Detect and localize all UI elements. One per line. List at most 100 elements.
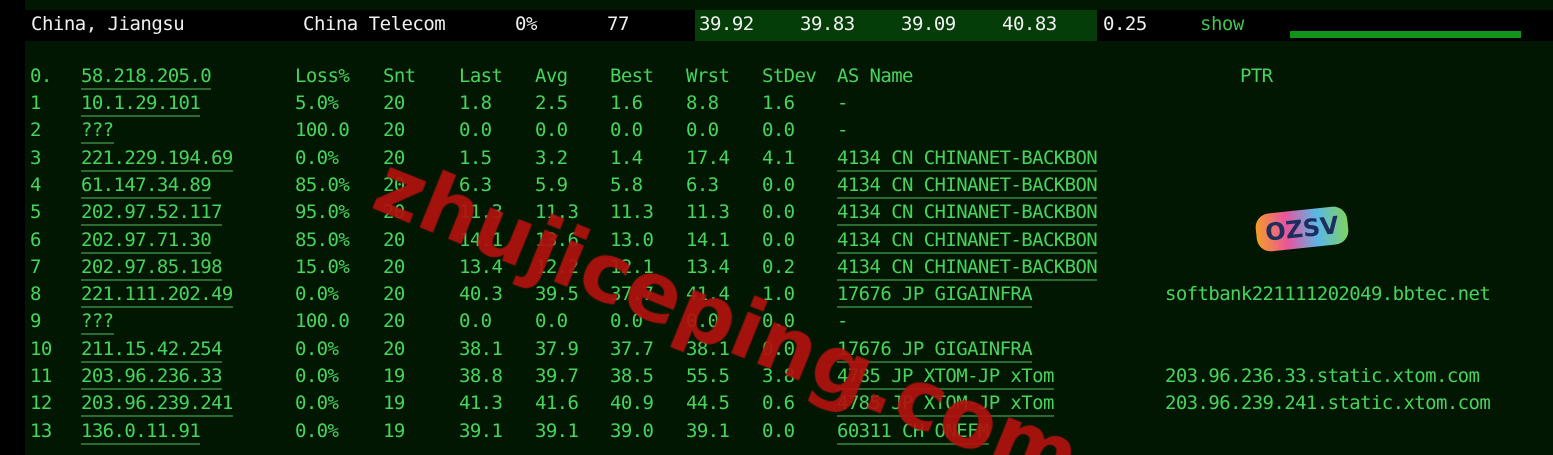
table-row-8-wrst: 41.4 xyxy=(686,283,730,306)
summary-worst: 40.83 xyxy=(1002,13,1057,35)
table-row-6-wrst: 14.1 xyxy=(686,228,730,251)
header-loss: Loss% xyxy=(295,65,350,87)
table-row-2-host[interactable]: ??? xyxy=(81,119,114,145)
table-row-7-idx: 7 xyxy=(30,255,41,278)
summary-sent: 77 xyxy=(607,13,629,35)
header-snt: Snt xyxy=(383,65,416,87)
table-row-6-loss: 85.0% xyxy=(295,228,350,251)
table-row-7-loss: 15.0% xyxy=(295,255,350,278)
table-row-13-idx: 13 xyxy=(30,419,52,442)
table-row-10-best: 37.7 xyxy=(610,337,654,360)
table-row-7-stdev: 0.2 xyxy=(762,255,795,278)
table-row-4-host[interactable]: 61.147.34.89 xyxy=(81,174,212,199)
table-row-8-last: 40.3 xyxy=(459,283,503,306)
table-row-10-wrst: 38.1 xyxy=(686,337,730,360)
table-row-9-snt: 20 xyxy=(383,310,405,333)
summary-loss: 0% xyxy=(515,13,537,35)
show-link[interactable]: show xyxy=(1200,13,1244,35)
table-row-2-as: - xyxy=(837,119,848,142)
table-row-8-as[interactable]: 17676 JP GIGAINFRA xyxy=(837,283,1033,309)
table-row-5-host[interactable]: 202.97.52.117 xyxy=(81,201,223,227)
table-row-4-snt: 20 xyxy=(383,173,405,196)
table-row-11-loss: 0.0% xyxy=(295,365,339,387)
table-row-9-host[interactable]: ??? xyxy=(81,310,114,336)
table-row-7-last: 13.4 xyxy=(459,255,503,278)
header-best: Best xyxy=(610,65,654,87)
table-row-5-wrst: 11.3 xyxy=(686,201,730,224)
table-row-1-host[interactable]: 10.1.29.101 xyxy=(81,92,201,117)
table-row-7-as[interactable]: 4134 CN CHINANET-BACKBON xyxy=(837,256,1098,281)
table-row-13-host[interactable]: 136.0.11.91 xyxy=(81,420,201,445)
table-row-13-as[interactable]: 60311 CH ONEFM xyxy=(837,420,989,445)
table-row-4-stdev: 0.0 xyxy=(762,173,795,196)
table-row-10-idx: 10 xyxy=(30,337,52,360)
header-stdev: StDev xyxy=(762,65,817,87)
table-row-2-loss: 100.0 xyxy=(295,119,350,142)
table-row-3-wrst: 17.4 xyxy=(686,146,730,169)
table-row-10-stdev: 0.0 xyxy=(762,337,795,360)
table-row-9-wrst: 0.0 xyxy=(686,310,719,333)
table-row-6-as[interactable]: 4134 CN CHINANET-BACKBON xyxy=(837,229,1098,254)
table-row-9-stdev: 0.0 xyxy=(762,310,795,333)
table-row-8-stdev: 1.0 xyxy=(762,283,795,306)
left-strip xyxy=(0,0,25,455)
table-row-8-best: 37.7 xyxy=(610,283,654,306)
summary-isp: China Telecom xyxy=(303,13,446,35)
table-row-1-loss: 5.0% xyxy=(295,92,339,114)
table-row-3-snt: 20 xyxy=(383,146,405,169)
table-row-13-wrst: 39.1 xyxy=(686,419,730,442)
table-row-11-snt: 19 xyxy=(383,365,405,387)
table-row-11-wrst: 55.5 xyxy=(686,365,730,387)
table-row-13-avg: 39.1 xyxy=(535,419,579,442)
table-row-6-host[interactable]: 202.97.71.30 xyxy=(81,229,212,254)
table-row-3-avg: 3.2 xyxy=(535,146,568,169)
table-row-3-best: 1.4 xyxy=(610,146,643,169)
table-row-12-as[interactable]: 4785 JP XTOM-JP xTom xyxy=(837,392,1054,418)
table-row-2-idx: 2 xyxy=(30,119,41,142)
table-row-7-best: 12.1 xyxy=(610,255,654,278)
table-row-10-host[interactable]: 211.15.42.254 xyxy=(81,338,223,363)
table-row-3-last: 1.5 xyxy=(459,146,492,169)
header-avg: Avg xyxy=(535,65,568,87)
table-row-10-avg: 37.9 xyxy=(535,337,579,360)
table-row-6-best: 13.0 xyxy=(610,228,654,251)
table-row-4-wrst: 6.3 xyxy=(686,173,719,196)
table-row-9-idx: 9 xyxy=(30,310,41,333)
table-row-11-host[interactable]: 203.96.236.33 xyxy=(81,365,223,390)
table-row-5-snt: 20 xyxy=(383,201,405,224)
header-host[interactable]: 58.218.205.0 xyxy=(81,65,212,90)
table-row-9-best: 0.0 xyxy=(610,310,643,333)
header-wrst: Wrst xyxy=(686,65,730,87)
table-row-8-ptr: softbank221111202049.bbtec.net xyxy=(1165,283,1491,306)
table-row-12-avg: 41.6 xyxy=(535,392,579,415)
progress-bar xyxy=(1290,31,1521,38)
table-row-4-as[interactable]: 4134 CN CHINANET-BACKBON xyxy=(837,174,1098,199)
table-row-5-loss: 95.0% xyxy=(295,201,350,224)
table-row-6-snt: 20 xyxy=(383,228,405,251)
table-row-5-stdev: 0.0 xyxy=(762,201,795,224)
table-row-5-as[interactable]: 4134 CN CHINANET-BACKBON xyxy=(837,201,1098,227)
table-row-6-idx: 6 xyxy=(30,228,41,251)
table-row-6-stdev: 0.0 xyxy=(762,228,795,251)
table-row-2-snt: 20 xyxy=(383,119,405,142)
table-row-4-last: 6.3 xyxy=(459,173,492,196)
table-row-12-loss: 0.0% xyxy=(295,392,339,415)
table-row-3-as[interactable]: 4134 CN CHINANET-BACKBON xyxy=(837,147,1098,172)
table-row-4-loss: 85.0% xyxy=(295,173,350,196)
table-row-3-host[interactable]: 221.229.194.69 xyxy=(81,147,233,172)
table-row-8-host[interactable]: 221.111.202.49 xyxy=(81,283,233,309)
table-row-10-as[interactable]: 17676 JP GIGAINFRA xyxy=(837,338,1033,363)
header-ptr: PTR xyxy=(1240,65,1273,87)
table-row-4-best: 5.8 xyxy=(610,173,643,196)
table-row-2-stdev: 0.0 xyxy=(762,119,795,142)
table-row-12-wrst: 44.5 xyxy=(686,392,730,415)
table-row-13-best: 39.0 xyxy=(610,419,654,442)
table-row-12-host[interactable]: 203.96.239.241 xyxy=(81,392,233,418)
table-row-1-best: 1.6 xyxy=(610,92,643,114)
table-row-3-loss: 0.0% xyxy=(295,146,339,169)
table-row-13-loss: 0.0% xyxy=(295,419,339,442)
table-row-7-host[interactable]: 202.97.85.198 xyxy=(81,256,223,281)
table-row-8-idx: 8 xyxy=(30,283,41,306)
table-row-11-as[interactable]: 4785 JP XTOM-JP xTom xyxy=(837,365,1054,390)
table-row-2-wrst: 0.0 xyxy=(686,119,719,142)
